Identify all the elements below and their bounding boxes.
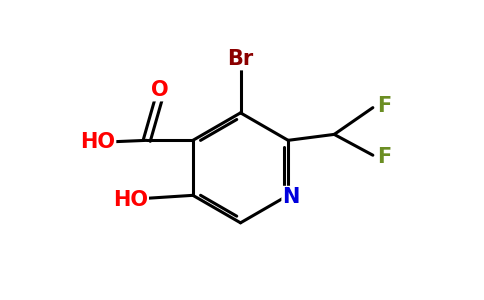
Text: HO: HO bbox=[113, 190, 148, 210]
Text: N: N bbox=[283, 187, 300, 207]
Text: O: O bbox=[151, 80, 169, 100]
Text: HO: HO bbox=[80, 132, 115, 152]
Text: F: F bbox=[378, 96, 392, 116]
Text: Br: Br bbox=[227, 49, 254, 69]
Text: F: F bbox=[378, 147, 392, 167]
